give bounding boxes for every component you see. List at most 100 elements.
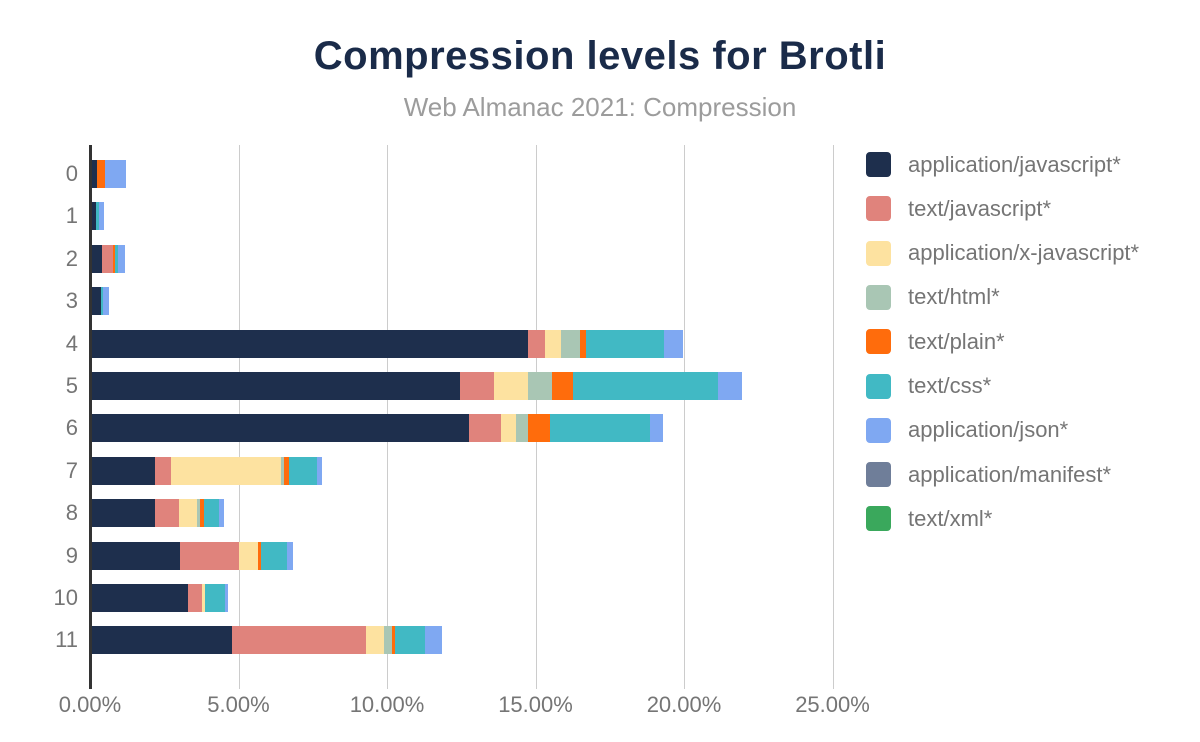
bar-segment-application-x-javascript (202, 584, 205, 612)
y-axis-label: 5 (65, 373, 78, 398)
legend-item-text-xml: text/xml* (866, 505, 993, 532)
bar-segment-application-x-javascript (178, 499, 197, 528)
bar-row-level-5 (91, 372, 742, 400)
bar-segment-application-json (104, 160, 127, 188)
x-axis-label: 15.00% (498, 692, 573, 717)
tick-mark (832, 680, 834, 689)
legend-swatch (866, 506, 891, 532)
bar-segment-text-plain (551, 372, 574, 400)
legend-item-application-manifest: application/manifest* (866, 462, 1111, 488)
legend-item-text-css: text/css* (866, 373, 992, 399)
bar-segment-text-css (585, 329, 664, 358)
bar-segment-application-json (316, 456, 323, 485)
bar-segment-text-css (203, 499, 219, 528)
bar-row-level-11 (91, 626, 442, 655)
bar-row-level-6 (91, 414, 664, 443)
bar-segment-application-json (103, 287, 110, 316)
x-axis-label: 20.00% (646, 692, 722, 717)
bar-segment-text-css (100, 287, 104, 316)
bar-segment-text-css (288, 456, 317, 485)
bar-segment-text-plain (113, 244, 116, 273)
bar-segment-application-x-javascript (366, 626, 384, 655)
tick-mark (535, 680, 537, 689)
bar-segment-text-javascript (468, 414, 501, 443)
bar-segment-application-json (286, 541, 293, 570)
legend-label: text/css* (908, 373, 992, 398)
y-axis-label: 11 (55, 627, 78, 653)
bar-segment-text-plain (391, 626, 396, 655)
y-axis-label: 9 (65, 542, 78, 568)
bar-segment-text-css (395, 626, 426, 655)
bar-segment-text-plain (527, 414, 550, 443)
plot-area (89, 145, 850, 689)
bar-segment-text-html (527, 372, 552, 400)
bar-segment-application-x-javascript (493, 372, 528, 400)
legend-item-application-javascript: application/javascript* (866, 152, 1121, 177)
bar-segment-text-javascript (231, 626, 366, 655)
legend-swatch (866, 240, 891, 266)
bar-segment-application-javascript (91, 160, 97, 188)
y-axis-label: 4 (65, 330, 78, 356)
bar-row-level-10 (91, 584, 228, 612)
bar-segment-text-plain (580, 329, 586, 358)
bar-segment-application-json (117, 244, 126, 273)
x-axis-label: 0.00% (58, 692, 122, 717)
bar-segment-application-json (649, 414, 664, 443)
legend-item-text-plain: text/plain* (866, 329, 1005, 355)
bar-segment-text-javascript (527, 329, 546, 358)
x-axis-label: 5.00% (207, 692, 270, 717)
bar-segment-application-javascript (91, 244, 102, 273)
y-axis-label: 3 (65, 288, 78, 314)
gridline (535, 145, 537, 680)
bar-segment-application-x-javascript (170, 456, 281, 485)
bar-segment-text-javascript (188, 584, 203, 612)
legend-item-application-x-javascript: application/x-javascript* (866, 240, 1139, 266)
chart-subtitle: Web Almanac 2021: Compression (403, 92, 797, 122)
bar-segment-text-javascript (155, 499, 179, 528)
legend-swatch (866, 417, 891, 443)
gridline (238, 145, 240, 680)
legend-swatch (866, 462, 891, 488)
legend-swatch (866, 284, 891, 310)
legend-swatch (866, 373, 891, 399)
bar-segment-text-css (260, 541, 287, 570)
bar-row-level-3 (91, 287, 110, 316)
bar-row-level-7 (91, 456, 323, 485)
bar-row-level-2 (91, 244, 126, 273)
bar-segment-application-json (98, 202, 105, 231)
legend-label: application/javascript* (908, 151, 1121, 177)
bar-segment-text-css (204, 584, 225, 612)
legend-label: text/html* (908, 284, 1000, 310)
y-axis-line (89, 145, 92, 689)
bar-segment-application-json (717, 372, 742, 400)
y-axis-label: 2 (65, 245, 78, 271)
y-axis-label: 0 (65, 161, 78, 186)
y-axis-label: 8 (65, 500, 78, 526)
bar-segment-application-javascript (91, 541, 180, 570)
x-axis-label: 10.00% (349, 692, 425, 717)
legend-swatch (866, 196, 891, 222)
legend-label: text/xml* (908, 505, 993, 531)
bar-segment-text-javascript (179, 541, 239, 570)
bar-segment-application-javascript (91, 499, 156, 528)
bar-segment-text-html (515, 414, 528, 443)
tick-mark (387, 680, 388, 689)
bar-segment-text-css (549, 414, 650, 443)
bar-row-level-9 (91, 541, 293, 570)
bar-row-level-4 (91, 329, 683, 358)
legend-swatch (866, 152, 891, 177)
bar-segment-text-html (197, 499, 200, 528)
bar-segment-text-plain (283, 456, 289, 485)
bar-segment-application-javascript (91, 329, 528, 358)
bar-segment-application-javascript (91, 414, 469, 443)
x-axis-label: 25.00% (795, 692, 870, 717)
tick-mark (684, 680, 685, 689)
bar-segment-application-javascript (91, 202, 97, 231)
chart-title: Compression levels for Brotli (313, 34, 887, 78)
gridline (387, 145, 388, 680)
bar-segment-text-javascript (460, 372, 494, 400)
bar-segment-application-javascript (91, 287, 101, 316)
bar-segment-text-html (383, 626, 392, 655)
bar-segment-application-x-javascript (238, 541, 259, 570)
